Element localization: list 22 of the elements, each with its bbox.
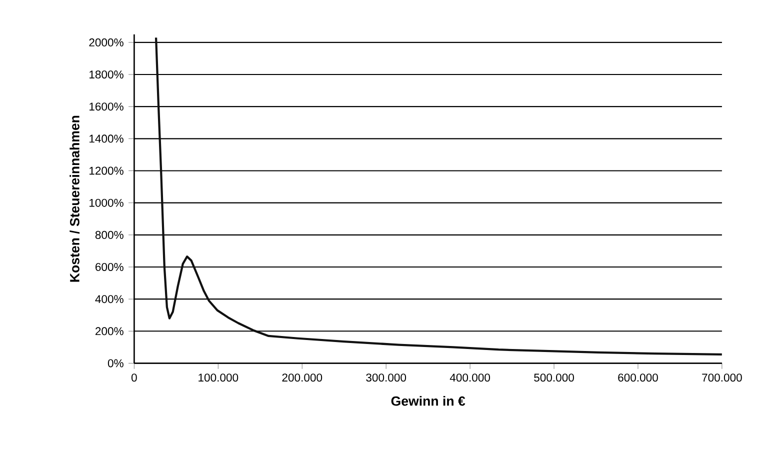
line-series xyxy=(154,36,722,356)
y-tick-label: 1200% xyxy=(90,166,124,175)
y-tick-label: 1800% xyxy=(90,70,124,79)
x-tick-label: 600.000 xyxy=(618,374,658,382)
x-tick-label: 400.000 xyxy=(450,374,490,382)
x-tick-label: 700.000 xyxy=(702,374,742,382)
y-tick-label: 1000% xyxy=(90,198,124,207)
y-tick-label: 200% xyxy=(96,327,124,336)
x-tick-label: 0 xyxy=(131,374,137,382)
x-axis-title: Gewinn in € xyxy=(391,396,466,406)
y-tick-label: 800% xyxy=(95,230,124,239)
y-tick-label: 2000% xyxy=(89,38,124,46)
y-tick-label: 0% xyxy=(108,359,124,368)
y-axis-title: Kosten / Steuereinnahmen xyxy=(70,116,80,282)
y-tick-label: 400% xyxy=(95,295,124,304)
x-tick-label: 500.000 xyxy=(534,374,574,382)
y-tick-label: 600% xyxy=(96,263,124,271)
x-tick-label: 100.000 xyxy=(198,374,238,382)
x-tick-label: 300.000 xyxy=(366,374,406,382)
x-tick-label: 200.000 xyxy=(282,374,322,382)
y-tick-label: 1600% xyxy=(90,102,124,111)
y-tick-label: 1400% xyxy=(90,134,124,143)
